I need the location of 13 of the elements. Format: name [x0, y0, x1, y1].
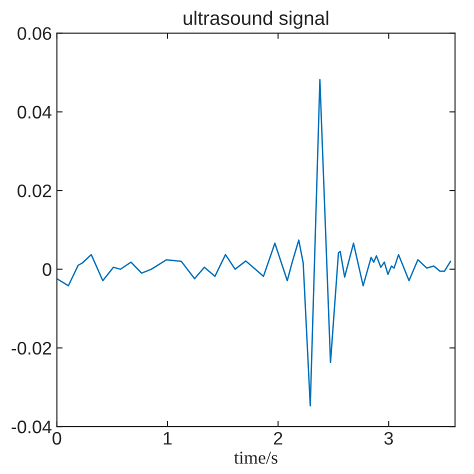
- x-tick-label: 1: [164, 432, 172, 445]
- line-series: [56, 78, 452, 406]
- x-tick-label: 3: [384, 432, 393, 445]
- chart-title: ultrasound signal: [184, 10, 328, 29]
- x-tick-label: 2: [274, 432, 282, 445]
- y-tick-label: 0.02: [18, 184, 52, 198]
- y-tick-label: -0.02: [12, 342, 52, 355]
- x-axis-title: time/s: [234, 452, 278, 464]
- x-tick-label: 0: [52, 432, 62, 445]
- y-tick-label: 0: [42, 263, 52, 276]
- y-tick-label: 0.06: [18, 27, 52, 40]
- y-tick-label: 0.04: [18, 106, 52, 119]
- y-tick-label: -0.04: [12, 420, 52, 434]
